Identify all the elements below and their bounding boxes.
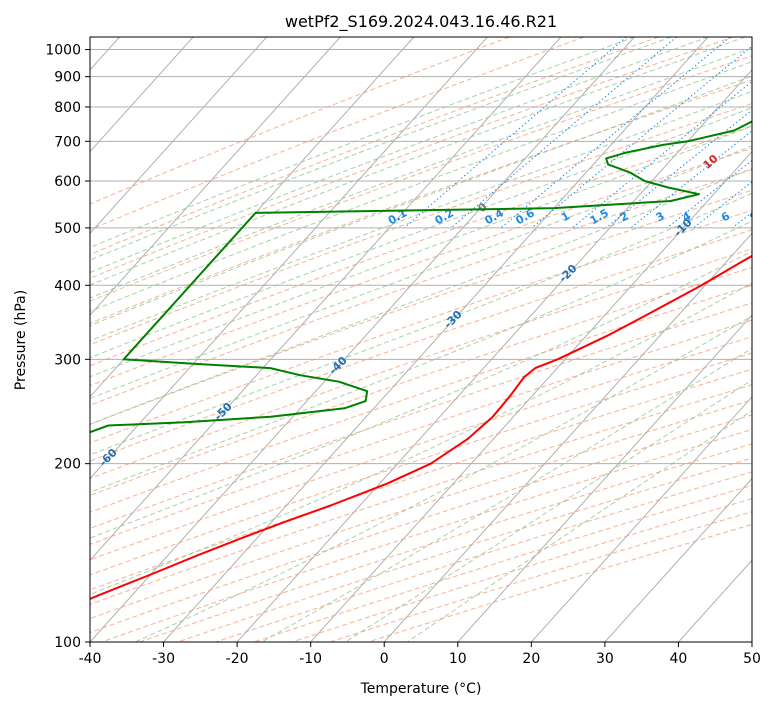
isotherm-line <box>457 314 752 642</box>
x-tick-label: 10 <box>449 651 467 667</box>
dry-adiabat-line <box>90 55 752 302</box>
x-tick-label: -10 <box>299 651 322 667</box>
dry-adiabat-line <box>90 37 585 231</box>
moist-adiabat-line <box>261 347 752 642</box>
isotherm-line <box>530 396 752 642</box>
isotherm-line <box>90 37 194 153</box>
mixing-ratio-line <box>450 37 677 229</box>
moist-adiabat-line <box>90 37 672 261</box>
y-tick-label: 200 <box>54 457 81 473</box>
moist-adiabat-line <box>345 379 752 642</box>
isotherm-line <box>90 37 341 316</box>
moist-adiabat-line <box>90 167 752 425</box>
moist-adiabat-line <box>90 90 752 342</box>
profile-series <box>90 120 752 601</box>
mixing-ratio-label: 8 <box>747 209 760 224</box>
y-tick-label: 800 <box>54 100 81 116</box>
mixing-ratio-line <box>605 109 752 229</box>
isotherm-line <box>90 37 635 642</box>
dry-adiabat-line <box>90 37 659 255</box>
isotherm-line <box>90 37 488 480</box>
moist-adiabat-line <box>90 282 752 596</box>
dry-adiabat-line <box>90 37 510 205</box>
mixing-ratio-line <box>500 37 731 229</box>
isotherm-line <box>310 150 752 642</box>
isotherm-line <box>90 37 562 562</box>
chart-title: wetPf2_S169.2024.043.16.46.R21 <box>285 12 557 32</box>
y-tick-label: 1000 <box>45 43 81 59</box>
moist-adiabat-line <box>90 145 752 400</box>
y-tick-label: 900 <box>54 70 81 86</box>
moist-adiabat-line <box>90 37 635 249</box>
moist-adiabat-line <box>90 61 752 312</box>
x-tick-label: 40 <box>670 651 688 667</box>
moist-adiabat-line <box>90 125 752 378</box>
mixing-ratio-line <box>571 80 752 229</box>
y-tick-label: 500 <box>54 221 81 237</box>
mixing-ratio-line <box>693 181 752 229</box>
temperature-profile-line <box>90 254 752 601</box>
mixing-ratio-line <box>630 130 752 229</box>
mixing-ratio-line <box>403 37 627 229</box>
y-tick-label: 700 <box>54 134 81 150</box>
x-tick-label: 30 <box>596 651 614 667</box>
dry-adiabat-line <box>90 125 752 367</box>
x-tick-label: -40 <box>79 651 102 667</box>
x-axis-title: Temperature (°C) <box>360 681 482 697</box>
pressure-gridlines <box>90 49 752 642</box>
x-tick-label: 20 <box>522 651 540 667</box>
x-axis-ticks: -40 -30 -20 -10 0 10 20 30 40 50 <box>79 642 761 667</box>
y-axis-title: Pressure (hPa) <box>13 290 29 390</box>
isotherm-line <box>383 232 752 642</box>
y-tick-label: 100 <box>54 635 81 651</box>
isotherm-line <box>236 69 752 642</box>
dry-adiabat-line <box>90 79 752 324</box>
dry-adiabat-line <box>90 168 752 406</box>
dry-adiabat-line <box>90 209 752 444</box>
isotherm-line <box>163 37 709 642</box>
moist-adiabat-line <box>90 37 745 286</box>
dry-adiabat-line <box>90 229 752 462</box>
x-tick-label: 50 <box>743 651 761 667</box>
x-tick-label: -20 <box>226 651 249 667</box>
isotherm-line <box>90 37 268 235</box>
plot-frame <box>89 36 753 643</box>
y-tick-label: 300 <box>54 352 81 368</box>
dewpoint-profile-line <box>90 120 752 434</box>
y-tick-label: 600 <box>54 174 81 190</box>
y-axis-ticks: 100 200 300 400 500 600 700 800 900 1000 <box>45 43 90 651</box>
x-tick-label: -30 <box>152 651 175 667</box>
isotherm-line <box>604 477 752 642</box>
mixing-ratio-line <box>531 45 752 229</box>
moist-adiabat-line <box>90 250 752 539</box>
dry-adiabat-line <box>90 189 752 425</box>
moist-adiabat-line <box>90 220 752 493</box>
moist-adiabat-line <box>90 47 752 299</box>
y-tick-label: 400 <box>54 278 81 294</box>
x-tick-label: 0 <box>380 651 389 667</box>
moist-adiabat-line <box>90 37 709 274</box>
